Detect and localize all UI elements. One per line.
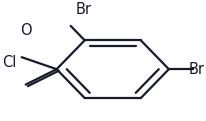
Text: Cl: Cl (2, 55, 16, 70)
Text: Br: Br (188, 62, 205, 77)
Text: Br: Br (76, 2, 92, 17)
Text: O: O (20, 23, 32, 38)
